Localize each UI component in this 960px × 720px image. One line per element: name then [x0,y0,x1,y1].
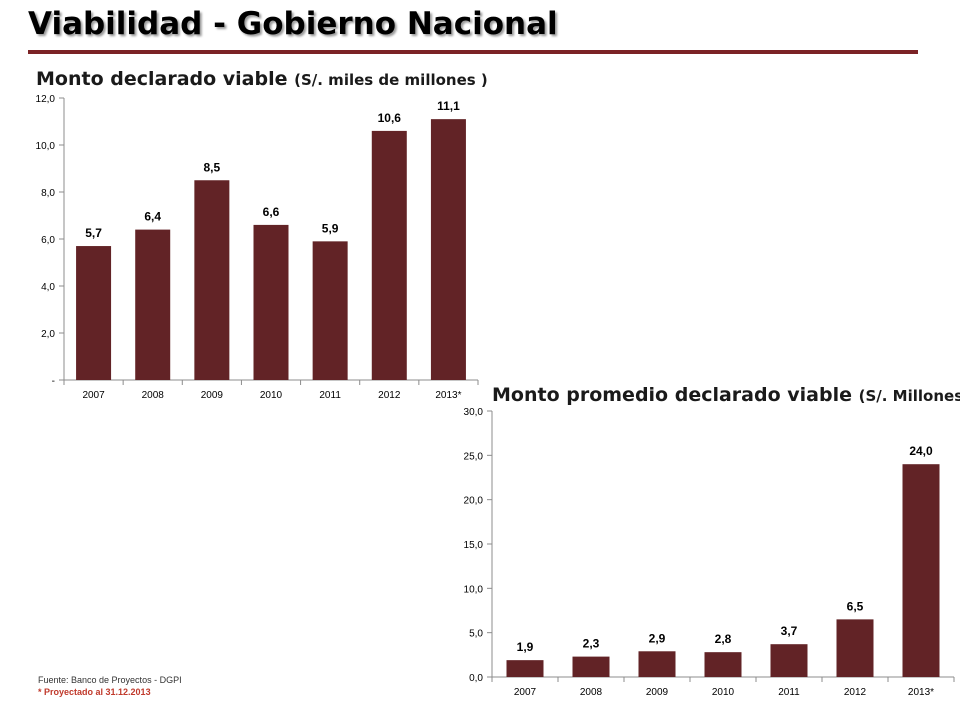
chart1-bar [194,180,230,380]
chart2-title: Monto promedio declarado viable (S/. Mil… [492,384,960,406]
chart2-bar [836,619,874,677]
chart1-x-tick-label: 2013* [435,390,461,401]
chart2-data-label: 24,0 [909,444,933,458]
title-divider [28,50,918,54]
chart2-title-unit: (S/. Millones ) [858,387,960,405]
chart1-y-tick-label: - [52,376,55,387]
chart2-bar [770,644,808,677]
chart2-y-tick-label: 15,0 [464,540,484,551]
chart1-x-tick-label: 2008 [142,390,165,401]
chart2-x-tick-label: 2007 [514,687,537,698]
chart2-data-label: 1,9 [517,640,534,654]
chart1-y-tick-label: 2,0 [41,329,55,340]
chart1-y-tick-label: 12,0 [36,94,56,105]
chart2-y-tick-label: 20,0 [464,496,484,507]
chart2-data-label: 2,3 [583,637,600,651]
chart2-x-tick-label: 2010 [712,687,735,698]
chart2-y-tick-label: 30,0 [464,407,484,418]
chart2-y-tick-label: 0,0 [469,673,483,684]
chart1-x-tick-label: 2007 [82,390,105,401]
chart2-x-tick-label: 2011 [778,687,800,698]
chart1-data-label: 6,6 [263,205,280,219]
projection-note: * Proyectado al 31.12.2013 [38,687,151,697]
chart1-data-label: 5,7 [85,226,102,240]
chart2-bar [638,651,676,677]
chart1-title-unit: (S/. miles de millones ) [294,71,488,89]
chart1-data-label: 11,1 [437,99,460,113]
chart2-bar [704,652,742,677]
chart1-title: Monto declarado viable (S/. miles de mil… [36,68,488,90]
chart1-title-main: Monto declarado viable [36,68,288,90]
chart1-data-label: 6,4 [144,210,161,224]
chart2-y-tick-label: 10,0 [464,584,484,595]
chart2-x-tick-label: 2012 [844,687,867,698]
chart1-data-label: 10,6 [378,111,402,125]
chart2-bar [902,464,940,677]
chart1-y-tick-label: 10,0 [36,141,56,152]
chart1-y-tick-label: 6,0 [41,235,55,246]
chart2-x-tick-label: 2008 [580,687,603,698]
chart2-data-label: 2,9 [649,631,666,645]
chart1-data-label: 8,5 [204,160,221,174]
chart2-data-label: 6,5 [847,599,864,613]
chart2-x-tick-label: 2013* [908,687,934,698]
chart1-x-tick-label: 2009 [201,390,224,401]
chart1-x-tick-label: 2011 [319,390,341,401]
chart1-bar [430,119,466,381]
chart1-bar [371,130,407,380]
chart1-y-tick-label: 8,0 [41,188,55,199]
chart2-x-tick-label: 2009 [646,687,669,698]
chart1-bar [76,246,112,380]
page-title: Viabilidad - Gobierno Nacional [28,6,558,42]
chart1-y-tick-label: 4,0 [41,282,55,293]
chart1-data-label: 5,9 [322,221,339,235]
chart2-bar [506,660,544,677]
chart1-bar [253,224,289,380]
chart1-x-tick-label: 2012 [378,390,401,401]
chart2-data-label: 2,8 [715,632,732,646]
source-note: Fuente: Banco de Proyectos - DGPI [38,675,182,685]
chart2-bar [572,656,610,677]
chart2-data-label: 3,7 [781,624,798,638]
chart1-bar [135,229,171,380]
chart1-bar [312,241,348,380]
chart2-title-main: Monto promedio declarado viable [492,384,852,406]
chart1-x-tick-label: 2010 [260,390,283,401]
chart2-y-tick-label: 25,0 [464,451,484,462]
chart2-y-tick-label: 5,0 [469,629,483,640]
